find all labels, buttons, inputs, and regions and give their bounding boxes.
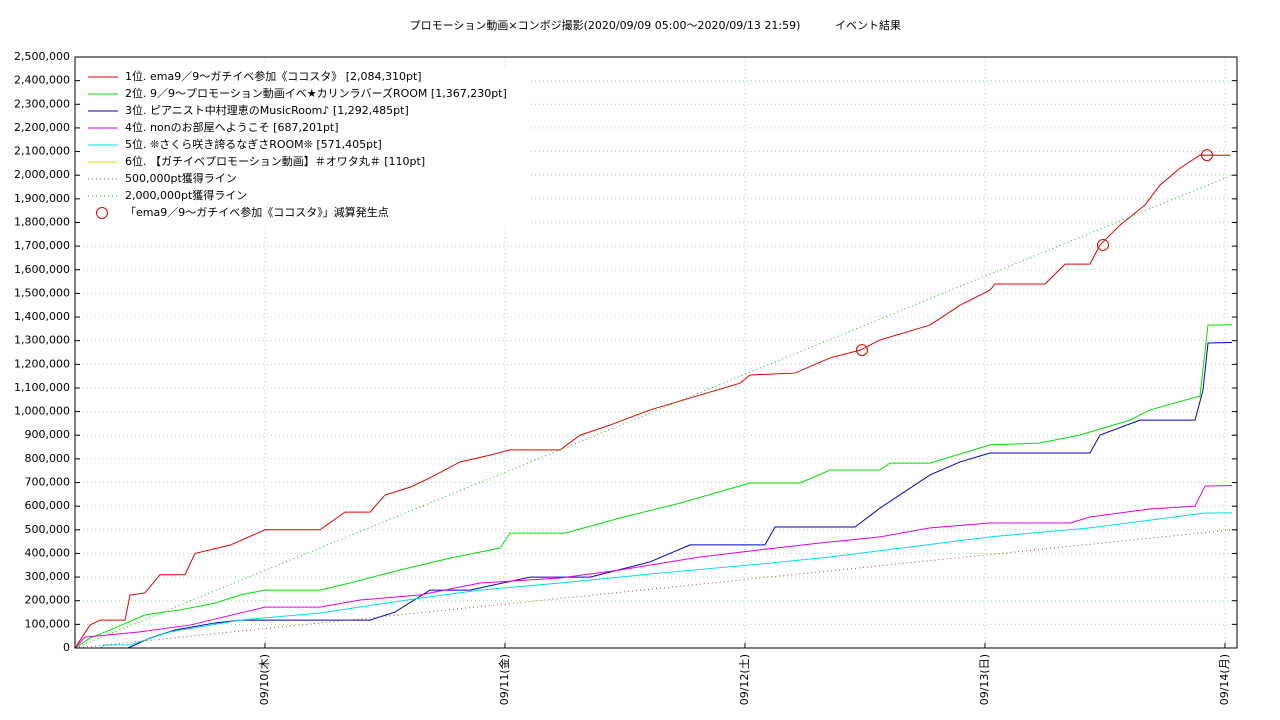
series-line [127,341,1233,649]
legend-label: 3位. ピアニスト中村理恵のMusicRoom♪ [1,292,485pt] [125,103,409,117]
y-tick-label: 1,400,000 [14,310,70,323]
series-line [74,485,1233,649]
legend-label: 500,000pt獲得ライン [125,172,237,185]
y-tick-label: 2,300,000 [14,97,70,110]
y-tick-label: 2,500,000 [14,50,70,63]
marker [856,344,868,357]
marker [1201,149,1213,162]
y-tick-label: 1,500,000 [14,286,70,299]
legend-label: 6位. 【ガチイベプロモーション動画】＃オワタ丸＃ [110pt] [125,154,425,168]
y-tick-label: 600,000 [25,499,71,512]
y-tick-label: 2,100,000 [14,145,70,158]
legend-marker [96,207,108,219]
reference-line [74,174,1233,649]
y-tick-label: 100,000 [25,617,71,630]
legend-label: 「ema9／9〜ガチイベ参加《ココスタ》」減算発生点 [125,205,389,219]
grid: 0 100,000 200,000 300,000 400,000 500,000 600,… [14,50,1237,705]
chart-title: プロモーション動画×コンボジ撮影(2020/09/09 05:00〜2020/0… [410,18,801,32]
legend-label: 4位. nonのお部屋へようこそ [687,201pt] [125,120,339,134]
marker [1097,238,1109,251]
y-tick-label: 1,300,000 [14,334,70,347]
chart-subtitle: イベント結果 [835,18,901,32]
y-tick-label: 700,000 [25,476,71,489]
y-tick-label: 800,000 [25,452,71,465]
legend-label: 1位. ema9／9〜ガチイベ参加《ココスタ》 [2,084,310pt] [125,69,422,83]
legend-label: 5位. ❊さくら咲き誇るなぎさROOM❊ [571,405pt] [125,137,382,151]
y-tick-label: 400,000 [25,546,71,559]
legend-label: 2,000,000pt獲得ライン [125,189,247,202]
x-tick-label: 09/10(木) [258,654,271,705]
x-tick-label: 09/14(月) [1218,654,1231,705]
legend-box [80,66,530,226]
y-tick-label: 1,100,000 [14,381,70,394]
y-tick-label: 500,000 [25,523,71,536]
y-tick-label: 1,800,000 [14,215,70,228]
y-tick-label: 900,000 [25,428,71,441]
y-tick-label: 1,700,000 [14,239,70,252]
legend-label: 2位. 9／9〜プロモーション動画イベ★カリンラバーズROOM [1,367,2… [125,86,507,100]
y-tick-label: 1,900,000 [14,192,70,205]
y-tick-label: 2,000,000 [14,168,70,181]
legend: 1位. ema9／9〜ガチイベ参加《ココスタ》 [2,084,310pt] 2位.… [80,66,530,226]
y-tick-label: 200,000 [25,594,71,607]
series-line [74,154,1231,649]
y-tick-label: 0 [63,641,70,654]
x-tick-label: 09/13(日) [978,654,991,705]
y-tick-label: 1,600,000 [14,263,70,276]
plot-frame [74,56,1238,649]
series-line [99,512,1233,649]
y-tick-label: 1,200,000 [14,357,70,370]
x-tick-label: 09/12(土) [738,654,751,705]
y-tick-label: 2,400,000 [14,74,70,87]
x-tick-label: 09/11(金) [497,654,511,705]
y-tick-label: 2,200,000 [14,121,70,134]
y-tick-label: 1,000,000 [14,405,70,418]
series-line [74,324,1233,649]
y-tick-label: 300,000 [25,570,71,583]
